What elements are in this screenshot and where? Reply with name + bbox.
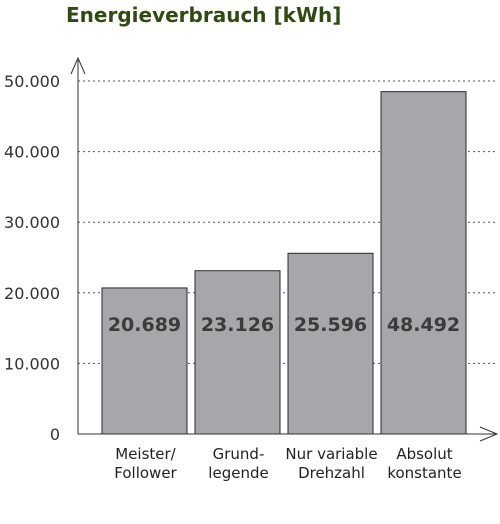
x-tick-label: konstante	[387, 464, 461, 482]
y-tick-label: 40.000	[4, 143, 60, 162]
y-tick-label: 0	[50, 425, 60, 444]
x-axis-arrow	[479, 426, 499, 442]
y-tick-labels: 0 10.000 20.000 30.000 40.000 50.000	[4, 72, 60, 444]
x-tick-label: legende	[208, 464, 268, 482]
bar	[101, 287, 188, 435]
x-tick-label: Absolut	[396, 445, 452, 463]
data-label: 23.126	[201, 314, 274, 336]
bar	[194, 270, 281, 435]
x-tick-label: Meister/	[115, 445, 176, 463]
y-tick-label: 30.000	[4, 213, 60, 232]
x-tick-labels: Meister/Follower Grund-legende Nur variabl…	[114, 445, 461, 482]
bar	[380, 91, 467, 435]
x-tick-label: Grund-	[213, 445, 265, 463]
data-label: 20.689	[108, 314, 181, 336]
data-label: 25.596	[294, 314, 367, 336]
y-axis-arrow	[70, 56, 86, 75]
data-labels: 20.689 23.126 25.596 48.492	[108, 314, 460, 336]
x-tick-label: Drehzahl	[298, 464, 365, 482]
bar	[287, 252, 374, 435]
y-tick-label: 50.000	[4, 72, 60, 91]
chart-title: Energieverbrauch [kWh]	[66, 3, 341, 27]
bars	[101, 91, 467, 435]
data-label: 48.492	[387, 314, 460, 336]
axes	[70, 56, 499, 442]
x-tick-label: Follower	[114, 464, 177, 482]
y-tick-label: 20.000	[4, 284, 60, 303]
x-tick-label: Nur variable	[285, 445, 377, 463]
y-tick-label: 10.000	[4, 354, 60, 373]
